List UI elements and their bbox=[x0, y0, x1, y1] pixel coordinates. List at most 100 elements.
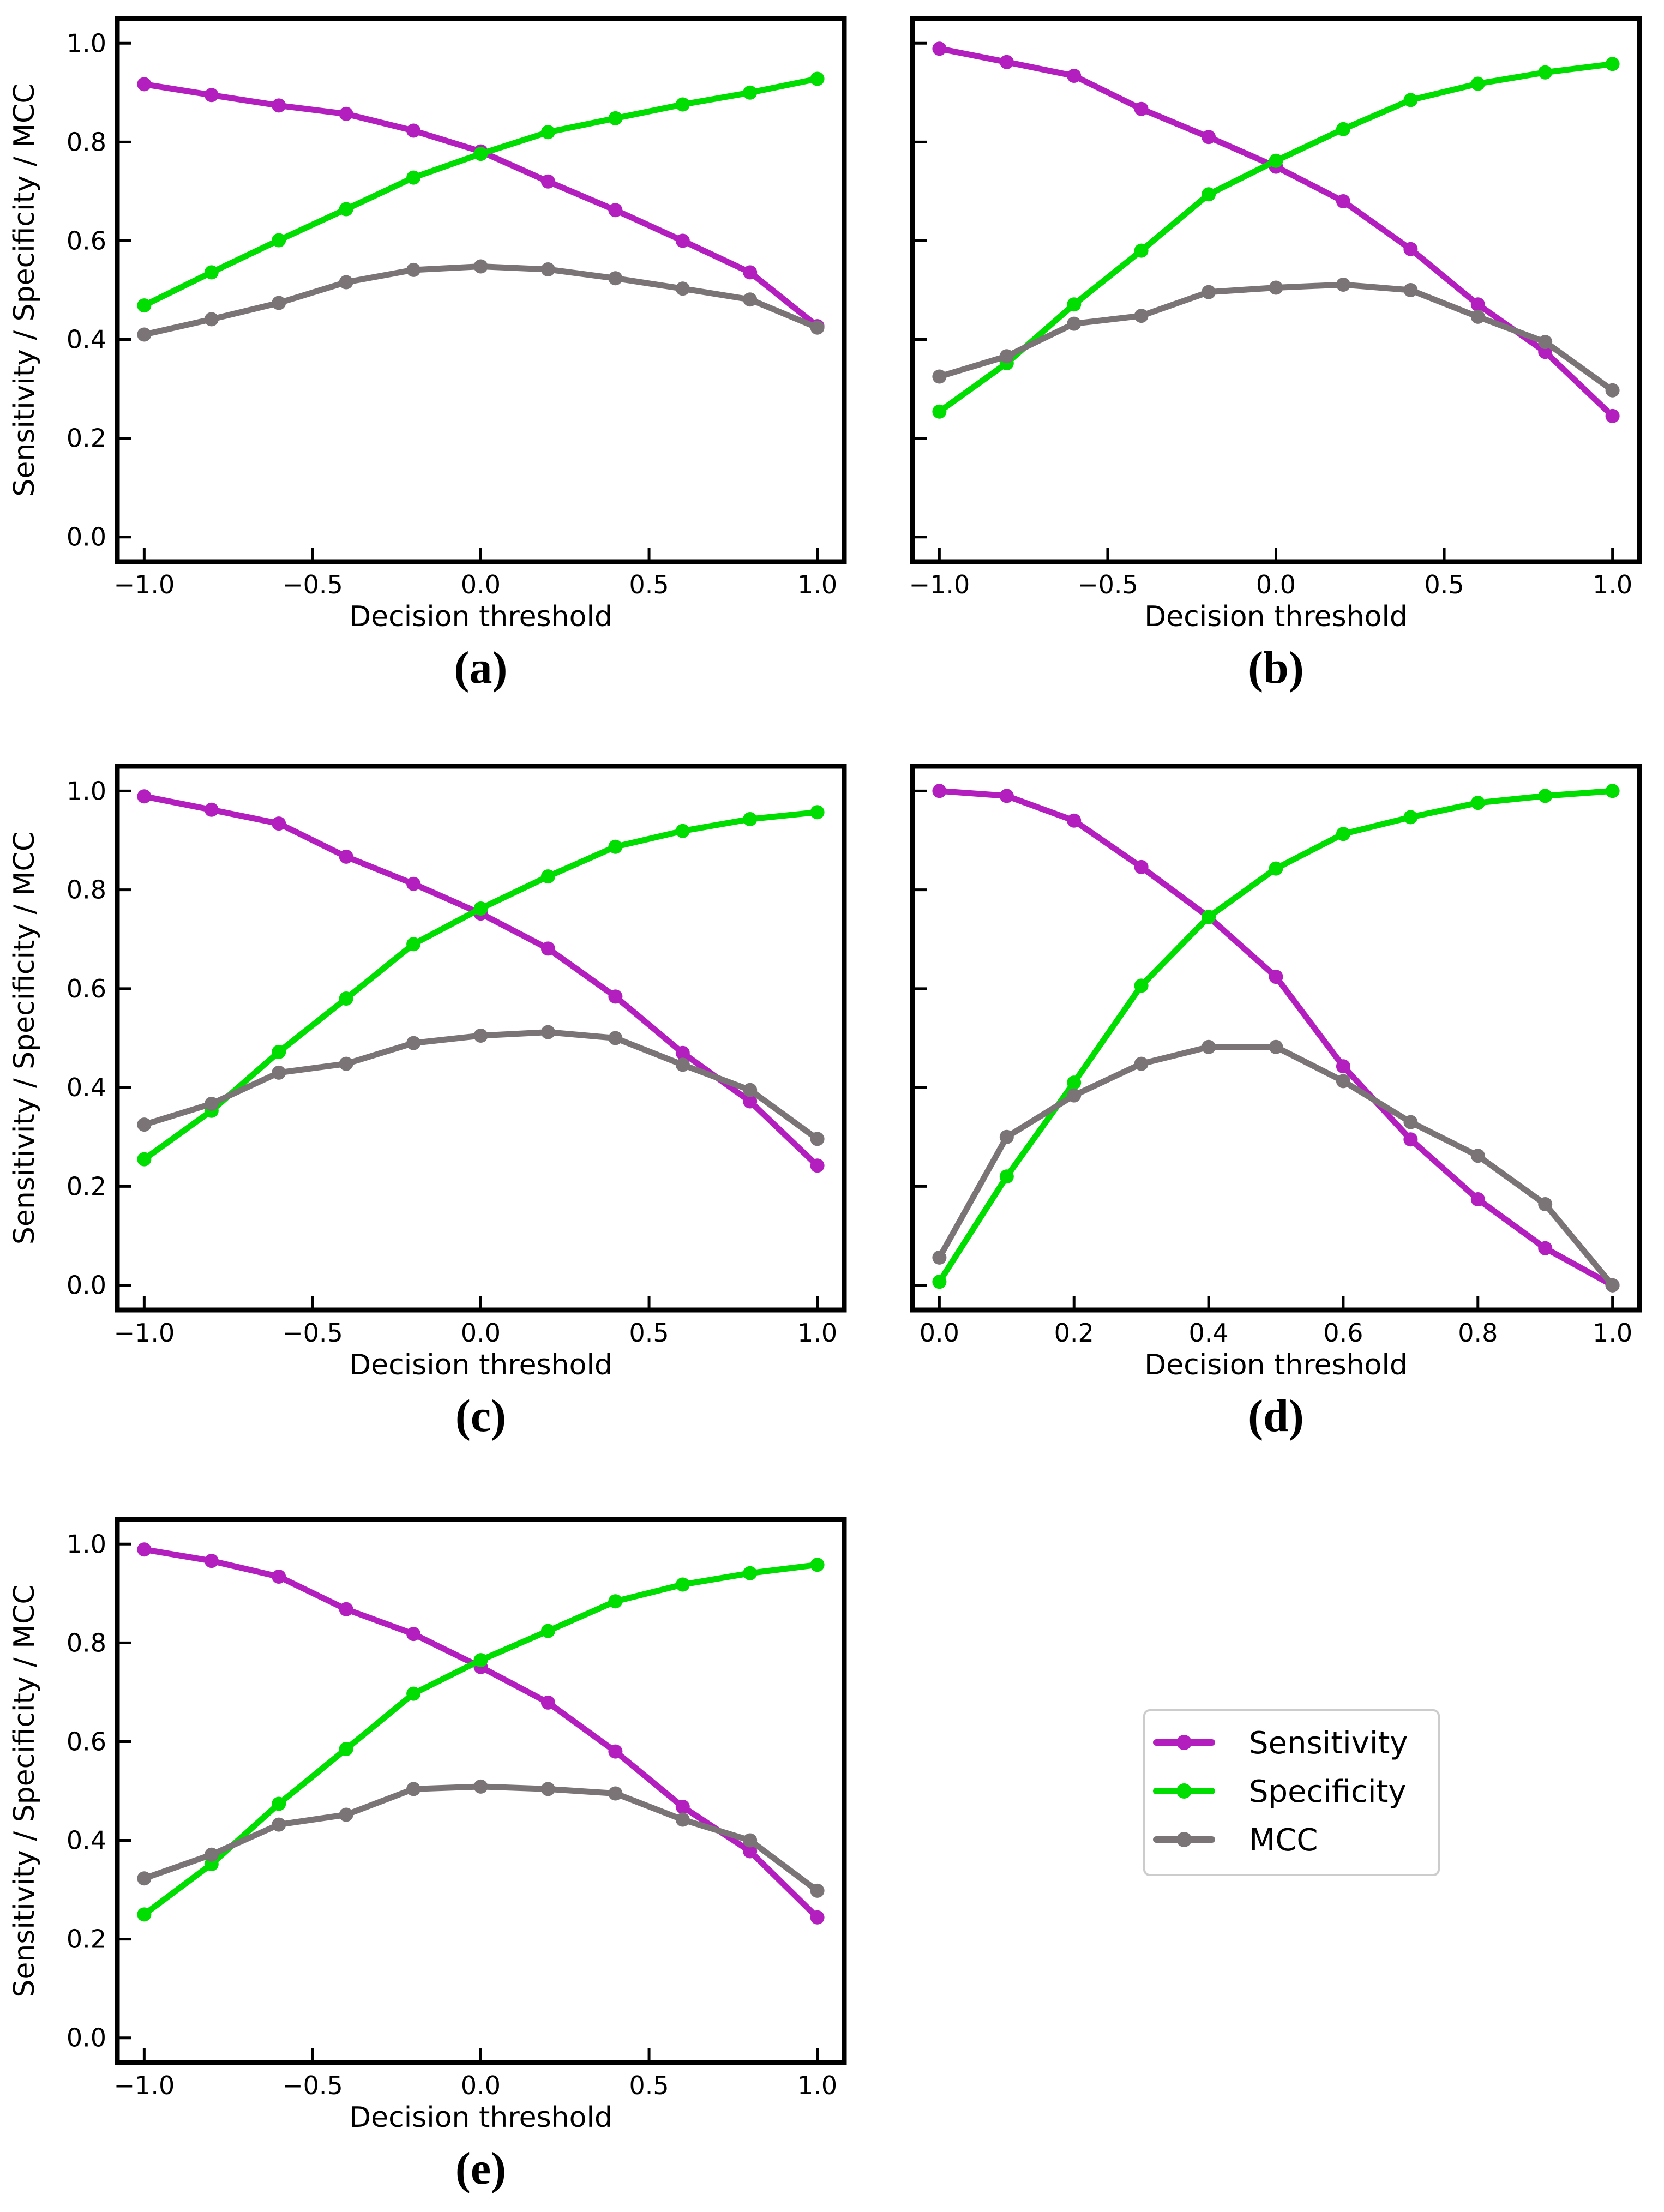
data-point-mcc-d bbox=[1538, 1197, 1553, 1211]
data-point-sensitivity-a bbox=[675, 233, 690, 248]
data-point-specificity-c bbox=[272, 1044, 286, 1059]
data-point-mcc-a bbox=[137, 327, 152, 342]
data-point-mcc-d bbox=[1605, 1278, 1620, 1293]
data-point-specificity-c bbox=[743, 812, 758, 826]
data-point-specificity-e bbox=[339, 1742, 353, 1756]
x-tick-label-a: 1.0 bbox=[797, 570, 837, 599]
data-point-mcc-c bbox=[272, 1065, 286, 1080]
y-tick-label-e: 0.8 bbox=[67, 1628, 106, 1657]
data-point-sensitivity-b bbox=[1538, 345, 1553, 359]
data-point-mcc-e bbox=[272, 1817, 286, 1832]
data-point-mcc-c bbox=[608, 1031, 623, 1045]
y-tick-label-a: 0.4 bbox=[67, 325, 106, 354]
panel-label-e: (e) bbox=[455, 2143, 506, 2194]
data-point-mcc-e bbox=[675, 1812, 690, 1827]
legend-label-sensitivity: Sensitivity bbox=[1249, 1726, 1408, 1761]
data-point-mcc-a bbox=[743, 292, 758, 307]
data-point-specificity-c bbox=[810, 805, 825, 820]
data-point-specificity-b bbox=[1538, 65, 1553, 80]
data-point-sensitivity-e bbox=[810, 1910, 825, 1925]
data-point-mcc-c bbox=[743, 1083, 758, 1097]
data-point-specificity-e bbox=[743, 1566, 758, 1580]
x-tick-label-d: 0.2 bbox=[1054, 1318, 1094, 1348]
chart-panel-b: −1.0 −0.5 0.0 0.5 1.0 Decision threshold (b) bbox=[909, 16, 1642, 693]
data-point-sensitivity-e bbox=[339, 1602, 353, 1616]
series-group-d bbox=[932, 784, 1620, 1293]
data-point-sensitivity-e bbox=[406, 1627, 421, 1642]
x-tick-label-d: 0.8 bbox=[1458, 1318, 1498, 1348]
y-tick-label-e: 0.6 bbox=[67, 1727, 106, 1756]
data-point-sensitivity-e bbox=[608, 1744, 623, 1759]
y-axis-label-c: Sensitivity / Specificity / MCC bbox=[8, 832, 41, 1245]
data-point-sensitivity-d bbox=[932, 784, 947, 798]
data-point-sensitivity-b bbox=[1067, 69, 1082, 83]
data-point-sensitivity-a bbox=[204, 88, 219, 103]
data-point-sensitivity-b bbox=[932, 41, 947, 56]
data-point-mcc-a bbox=[608, 271, 623, 286]
data-point-mcc-a bbox=[339, 275, 353, 290]
data-point-specificity-e bbox=[272, 1796, 286, 1811]
data-point-sensitivity-d bbox=[1336, 1059, 1350, 1074]
chart-panel-a: −1.0 −0.5 0.0 0.5 1.0 0.0 0.2 0.4 0.6 0.8 1.0 Decis… bbox=[8, 16, 847, 693]
data-point-specificity-d bbox=[1134, 978, 1149, 993]
x-axis-label-d: Decision threshold bbox=[1144, 1349, 1408, 1381]
data-point-sensitivity-e bbox=[540, 1695, 555, 1710]
data-point-specificity-d bbox=[1538, 789, 1553, 803]
data-point-specificity-a bbox=[540, 125, 555, 140]
data-point-mcc-e bbox=[473, 1779, 488, 1794]
legend-label-mcc: MCC bbox=[1249, 1823, 1318, 1858]
data-point-sensitivity-e bbox=[204, 1554, 219, 1568]
data-point-sensitivity-d bbox=[999, 789, 1014, 803]
data-point-sensitivity-e bbox=[272, 1570, 286, 1584]
data-point-specificity-d bbox=[999, 1169, 1014, 1184]
y-tick-label-e: 0.4 bbox=[67, 1826, 106, 1855]
data-point-sensitivity-a bbox=[406, 123, 421, 138]
data-point-mcc-e bbox=[540, 1782, 555, 1796]
data-point-specificity-c bbox=[540, 869, 555, 884]
data-point-specificity-b bbox=[1605, 57, 1620, 71]
data-point-specificity-b bbox=[1403, 93, 1418, 107]
data-point-specificity-e bbox=[473, 1653, 488, 1668]
data-point-mcc-a bbox=[473, 259, 488, 274]
legend-frame bbox=[1143, 1709, 1440, 1876]
data-point-mcc-b bbox=[1067, 316, 1082, 331]
series-group-c bbox=[137, 789, 825, 1173]
x-tick-label-b: 1.0 bbox=[1593, 570, 1632, 599]
data-point-specificity-c bbox=[473, 901, 488, 916]
data-point-mcc-e bbox=[339, 1807, 353, 1822]
data-point-sensitivity-c bbox=[406, 876, 421, 891]
data-point-sensitivity-c bbox=[540, 941, 555, 956]
data-point-mcc-c bbox=[540, 1025, 555, 1039]
x-tick-label-d: 0.0 bbox=[920, 1318, 959, 1348]
x-tick-label-c: −1.0 bbox=[114, 1318, 175, 1348]
x-axis-label-e: Decision threshold bbox=[349, 2101, 612, 2134]
data-point-specificity-e bbox=[406, 1686, 421, 1701]
data-point-mcc-b bbox=[1202, 285, 1216, 299]
data-point-specificity-c bbox=[675, 824, 690, 838]
data-point-sensitivity-c bbox=[204, 802, 219, 817]
data-point-sensitivity-d bbox=[1538, 1241, 1553, 1255]
data-point-mcc-c bbox=[473, 1029, 488, 1043]
data-point-mcc-c bbox=[204, 1097, 219, 1111]
data-point-specificity-e bbox=[540, 1624, 555, 1638]
x-tick-label-e: 0.5 bbox=[629, 2071, 669, 2100]
panel-label-a: (a) bbox=[454, 642, 508, 693]
data-point-sensitivity-b bbox=[1403, 242, 1418, 256]
plot-area-a bbox=[117, 19, 844, 562]
data-point-sensitivity-e bbox=[137, 1542, 152, 1557]
x-axis-label-c: Decision threshold bbox=[349, 1349, 612, 1381]
data-point-sensitivity-b bbox=[1202, 130, 1216, 145]
legend-marker-specificity bbox=[1176, 1783, 1192, 1799]
data-point-sensitivity-b bbox=[1336, 194, 1350, 208]
data-point-mcc-b bbox=[1403, 283, 1418, 297]
x-tick-label-b: 0.5 bbox=[1424, 570, 1464, 599]
data-point-specificity-a bbox=[810, 71, 825, 86]
data-point-mcc-e bbox=[810, 1883, 825, 1898]
series-group-b bbox=[932, 41, 1620, 423]
data-point-specificity-a bbox=[608, 111, 623, 125]
data-point-specificity-d bbox=[1067, 1075, 1082, 1090]
y-tick-label-c: 1.0 bbox=[67, 776, 106, 806]
data-point-mcc-a bbox=[540, 262, 555, 276]
data-point-specificity-e bbox=[608, 1594, 623, 1609]
